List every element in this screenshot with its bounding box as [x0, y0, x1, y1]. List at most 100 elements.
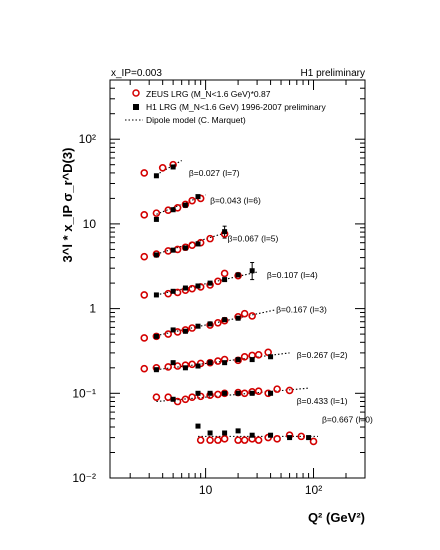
h1-point: [153, 252, 159, 258]
h1-point: [249, 357, 255, 363]
zeus-point: [240, 309, 249, 318]
h1-point: [268, 354, 274, 360]
y-tick-label: 10: [83, 217, 97, 231]
zeus-point: [188, 196, 196, 205]
bin-label: β=0.667 (l=0): [322, 415, 373, 425]
zeus-point: [220, 269, 229, 278]
h1-point: [235, 315, 241, 321]
zeus-point: [181, 395, 190, 404]
bin-label: β=0.267 (l=2): [297, 350, 348, 360]
h1-point: [222, 390, 228, 396]
zeus-point: [240, 436, 249, 444]
h1-point: [207, 360, 213, 366]
zeus-point: [188, 393, 196, 401]
zeus-point: [254, 387, 263, 395]
zeus-point: [214, 318, 222, 327]
h1-point: [235, 390, 241, 396]
h1-point: [222, 317, 228, 323]
h1-point: [249, 432, 255, 438]
zeus-point: [196, 392, 205, 401]
bin-label: β=0.043 (l=6): [210, 195, 261, 205]
bin-labels: β=0.027 (l=7) β=0.043 (l=6) β=0.067 (l=5) β…: [189, 168, 373, 425]
zeus-point: [196, 359, 205, 368]
h1-point: [222, 229, 228, 235]
zeus-point: [188, 324, 196, 332]
bin-label: β=0.027 (l=7): [189, 168, 240, 178]
zeus-point: [152, 393, 161, 401]
zeus-point: [214, 277, 222, 286]
legend-label-h1: H1 LRG (M_N<1.6 GeV) 1996-2007 prelimina…: [146, 102, 327, 112]
zeus-point: [220, 435, 229, 443]
zeus-point: [164, 330, 172, 338]
y-tick-label: 10⁻¹: [72, 386, 96, 400]
legend-marker-zeus: [132, 89, 140, 97]
zeus-point: [158, 163, 167, 172]
h1-point: [268, 390, 274, 396]
data-points: [140, 160, 318, 446]
h1-point: [182, 328, 188, 334]
h1-point: [268, 432, 274, 438]
zeus-point: [196, 436, 205, 444]
zeus-point: [248, 312, 256, 320]
h1-point: [153, 367, 159, 373]
legend-marker-h1: [133, 104, 139, 110]
h1-point: [170, 327, 176, 333]
zeus-point: [140, 291, 149, 299]
h1-point: [222, 430, 228, 436]
h1-point: [235, 428, 241, 434]
h1-point: [170, 396, 176, 402]
zeus-point: [206, 436, 214, 444]
h1-point: [195, 363, 201, 369]
zeus-point: [273, 435, 281, 443]
h1-point: [287, 435, 293, 441]
zeus-point: [240, 389, 249, 398]
h1-point: [235, 357, 241, 363]
h1-point: [235, 272, 241, 278]
zeus-point: [285, 386, 294, 395]
zeus-point: [140, 334, 149, 342]
legend-label-zeus: ZEUS LRG (M_N<1.6 GeV)*0.87: [146, 89, 271, 99]
zeus-point: [214, 357, 222, 365]
h1-point: [195, 194, 201, 200]
h1-point: [182, 285, 188, 291]
zeus-point: [164, 363, 172, 371]
y-tick-label: 10²: [79, 132, 96, 146]
x-tick-label: 10²: [305, 483, 322, 497]
legend-label-model: Dipole model (C. Marquet): [146, 115, 246, 125]
bin-label: β=0.433 (l=1): [297, 396, 348, 406]
h1-point: [170, 207, 176, 213]
h1-point: [249, 390, 255, 396]
h1-point: [153, 216, 159, 222]
h1-point: [207, 280, 213, 286]
bin-label: β=0.167 (l=3): [276, 304, 327, 314]
h1-point: [170, 288, 176, 294]
h1-point: [182, 202, 188, 208]
h1-point: [170, 164, 176, 170]
h1-point: [195, 323, 201, 329]
h1-point: [249, 268, 255, 274]
zeus-point: [214, 390, 222, 399]
header-right: H1 preliminary: [301, 68, 365, 79]
zeus-point: [140, 252, 149, 261]
legend: ZEUS LRG (M_N<1.6 GeV)*0.87 H1 LRG (M_N<…: [125, 89, 327, 125]
bin-label: β=0.067 (l=5): [228, 233, 279, 243]
x-tick-label: 10: [199, 483, 213, 497]
zeus-point: [152, 209, 161, 217]
zeus-point: [173, 362, 182, 370]
y-tick-label: 10⁻²: [72, 471, 96, 485]
h1-point: [153, 292, 159, 298]
h1-point: [195, 283, 201, 289]
zeus-point: [254, 350, 263, 359]
h1-point: [207, 390, 213, 396]
y-tick-label: 1: [89, 302, 96, 316]
h1-point: [195, 423, 201, 429]
h1-point: [195, 241, 201, 247]
h1-point: [195, 390, 201, 396]
bin-label: β=0.107 (l=4): [267, 270, 318, 280]
model-curve: [156, 160, 182, 176]
zeus-point: [309, 437, 318, 446]
zeus-point: [240, 352, 249, 361]
zeus-point: [188, 241, 196, 250]
h1-point: [153, 333, 159, 339]
